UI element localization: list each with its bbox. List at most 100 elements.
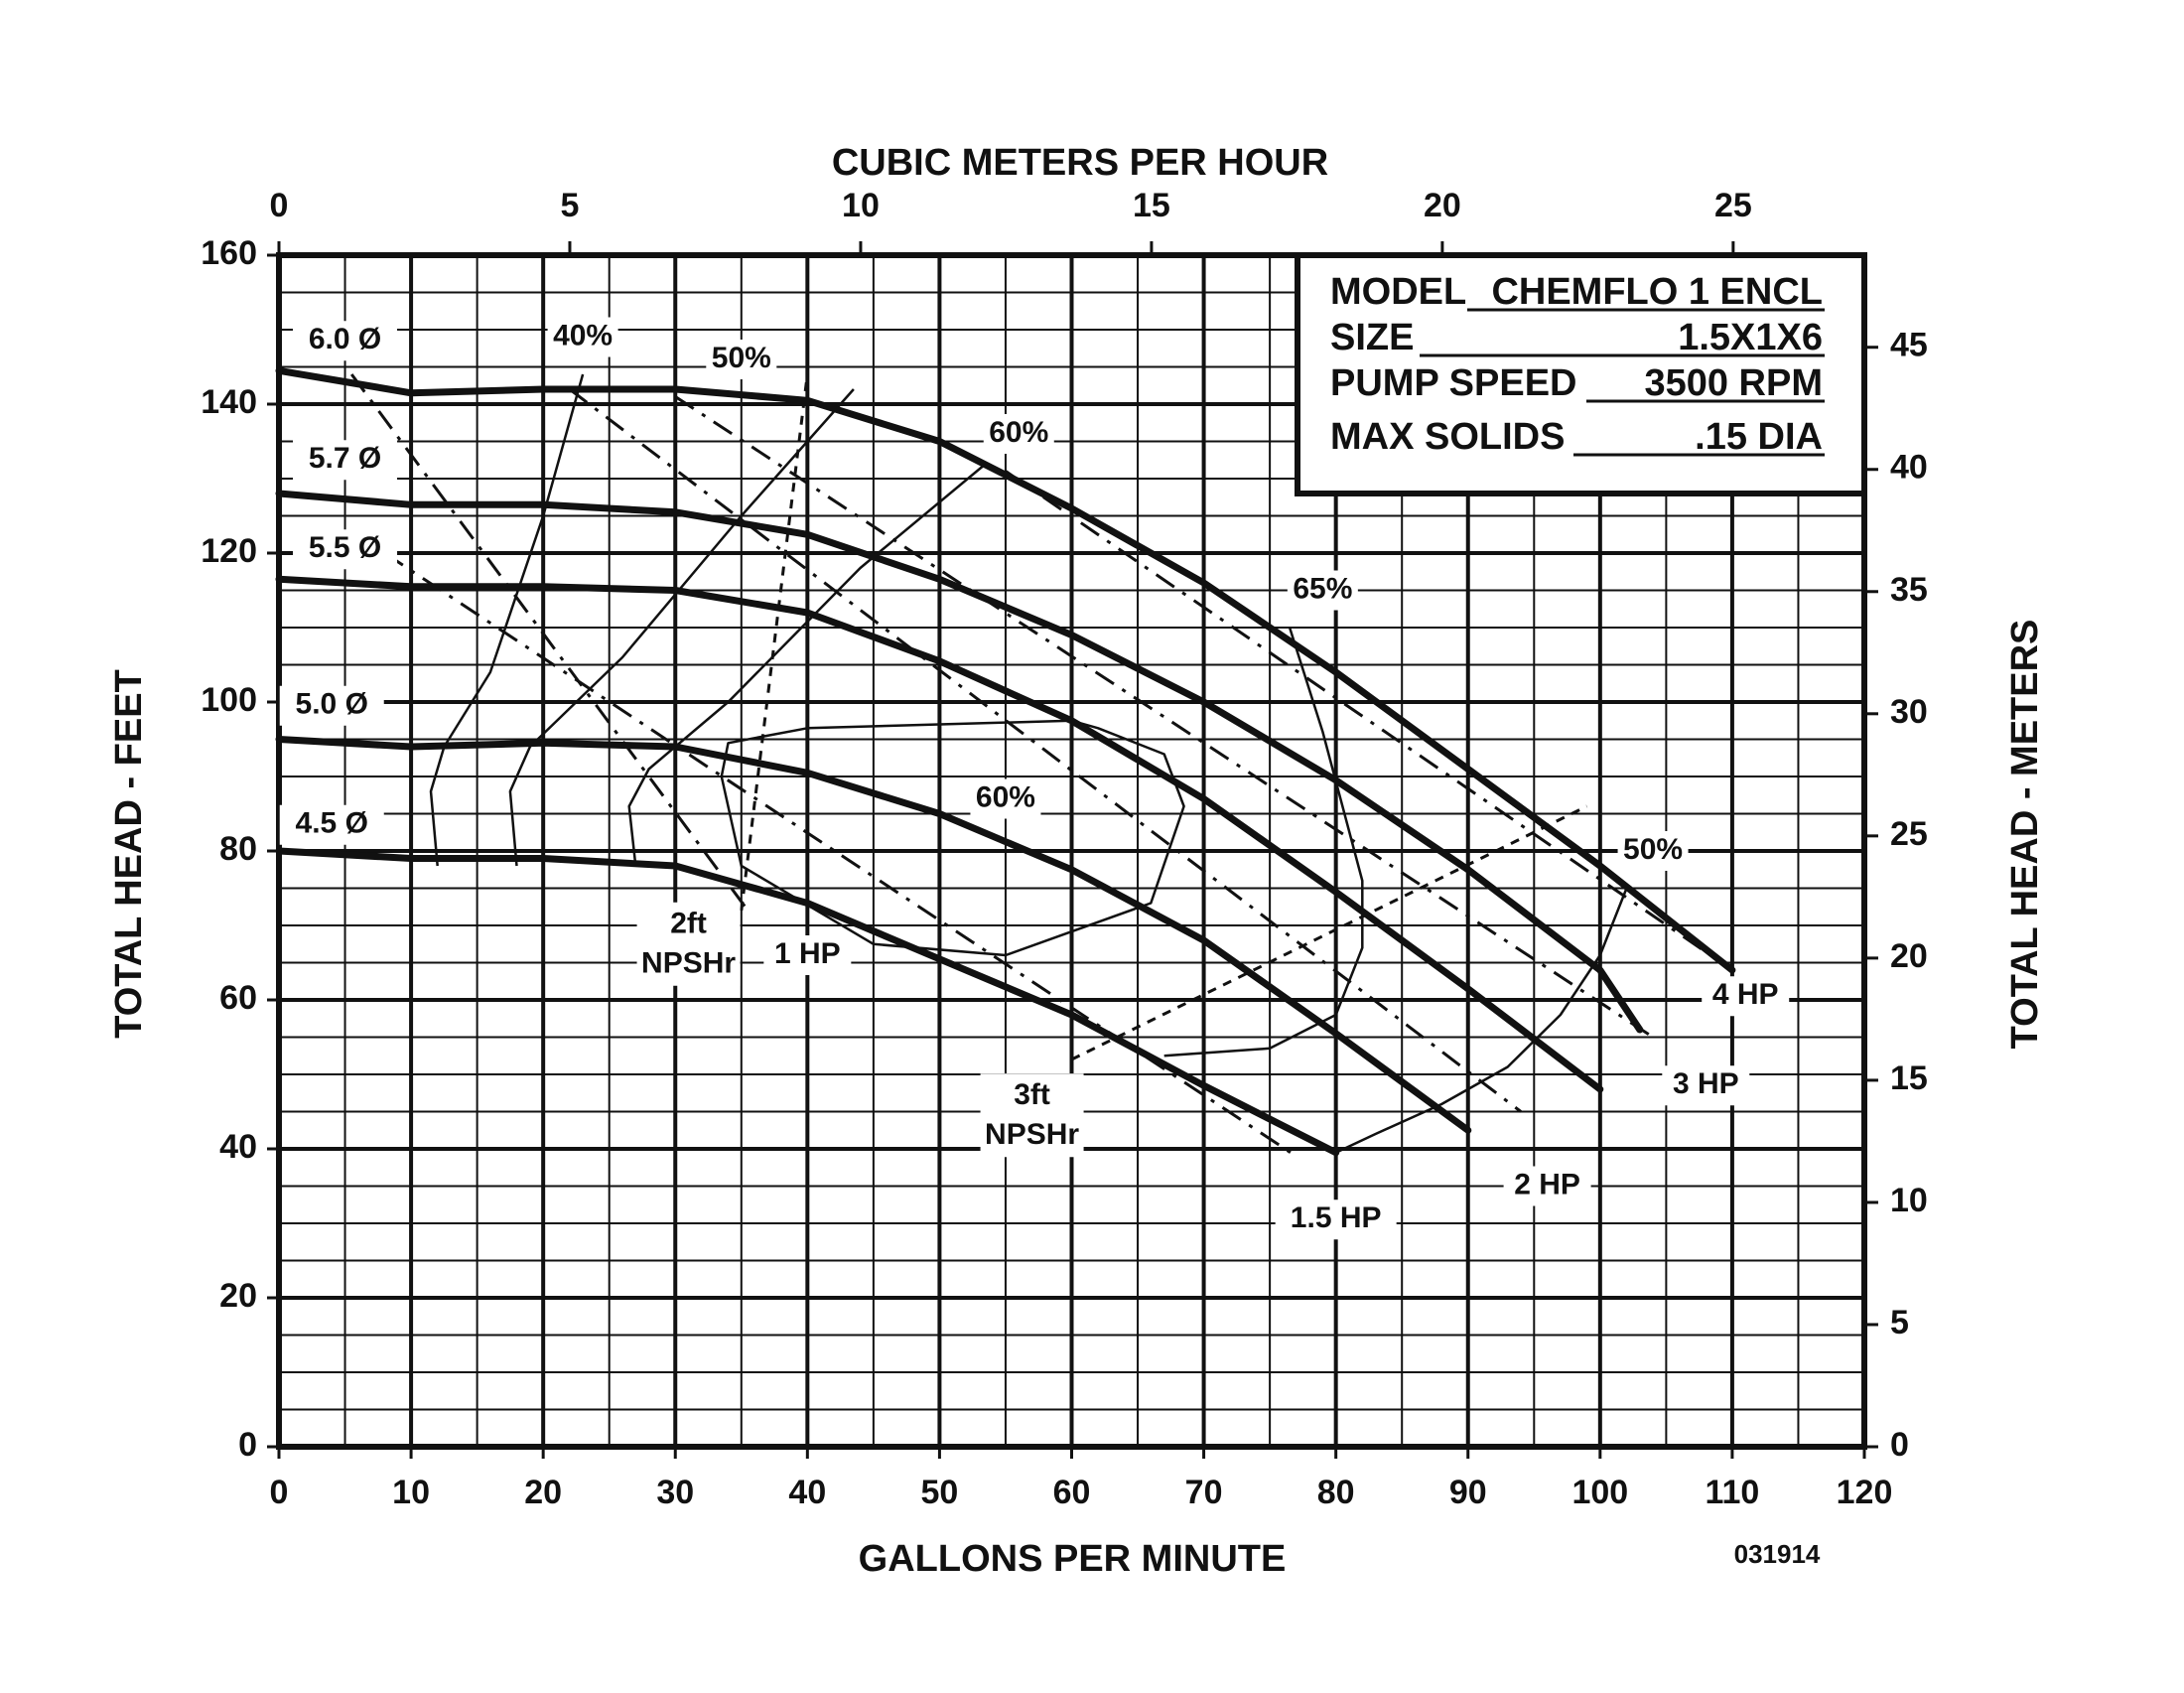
x-tick-label: 10 (392, 1474, 430, 1511)
y-tick-label: 0 (238, 1426, 257, 1464)
x2-tick-label: 25 (1714, 187, 1752, 224)
y2-tick-label: 0 (1890, 1426, 1909, 1464)
size-label: SIZE (1330, 317, 1414, 358)
npsh-label-bg (980, 1073, 1084, 1158)
hp-label: 2 HP (1514, 1168, 1580, 1200)
x-tick-label: 40 (788, 1474, 826, 1511)
y-tick-label: 100 (201, 681, 257, 719)
efficiency-label-bg (983, 414, 1054, 454)
efficiency-label-bg (706, 340, 777, 379)
efficiency-label: 60% (989, 416, 1048, 449)
y2-tick-label: 30 (1890, 693, 1928, 731)
x-axis-title: GALLONS PER MINUTE (859, 1538, 1287, 1580)
hp-label-bg (1503, 1166, 1591, 1206)
npsh-label-group: 2ft NPSHr (636, 902, 741, 986)
x-tick-label: 120 (1837, 1474, 1893, 1511)
hp-line (1005, 470, 1733, 972)
diameter-label: 5.0 Ø (296, 688, 368, 721)
head-curve (275, 575, 1604, 1093)
npsh-label-bg (636, 902, 741, 986)
hp-label-group: 1.5 HP (1275, 1199, 1397, 1240)
diameter-label-group: 5.0 Ø (279, 685, 384, 726)
diameter-label: 5.7 Ø (309, 442, 381, 475)
diameter-label-bg (279, 804, 384, 845)
diameter-label-group: 5.7 Ø (293, 440, 398, 481)
x-tick-label: 0 (270, 1474, 289, 1511)
hp-line (568, 387, 1522, 1113)
hp-label: 1 HP (774, 937, 841, 970)
npsh-line (740, 373, 809, 912)
diameter-label-bg (293, 440, 398, 481)
npsh-label-line2: NPSHr (641, 947, 736, 980)
solids-label: MAX SOLIDS (1330, 416, 1565, 458)
efficiency-label-bg (547, 317, 618, 357)
head-curve (275, 490, 1644, 1034)
grid-layer (279, 255, 1864, 1447)
hp-label-group: 4 HP (1702, 976, 1790, 1017)
hp-line (349, 373, 750, 912)
head-curve (275, 847, 1340, 1157)
npsh-label-line2: NPSHr (985, 1118, 1079, 1151)
x2-tick-label: 10 (842, 187, 880, 224)
npsh-label-group: 3ft NPSHr (980, 1073, 1084, 1158)
x-tick-label: 100 (1571, 1474, 1628, 1511)
y-tick-label: 40 (219, 1128, 257, 1166)
x-tick-label: 20 (524, 1474, 562, 1511)
x-tick-label: 30 (656, 1474, 694, 1511)
hp-label-bg (1275, 1199, 1397, 1240)
efficiency-label: 50% (712, 342, 771, 374)
efficiency-label: 65% (1293, 572, 1352, 605)
efficiency-label: 50% (1623, 833, 1683, 866)
efficiency-label-group: 60% (970, 778, 1041, 819)
x-tick-label: 110 (1705, 1474, 1759, 1511)
y-tick-label: 120 (201, 532, 257, 570)
diameter-label-bg (279, 685, 384, 726)
x2-tick-label: 0 (270, 187, 289, 224)
efficiency-curve (1335, 888, 1628, 1154)
speed-label: PUMP SPEED (1330, 362, 1576, 404)
diameter-label: 5.5 Ø (309, 531, 381, 564)
hp-label-group: 2 HP (1503, 1166, 1591, 1206)
efficiency-label-group: 40% (547, 317, 618, 357)
efficiency-label: 60% (976, 780, 1035, 813)
efficiency-curve (1163, 627, 1364, 1058)
hp-line (674, 395, 1654, 1039)
y2-tick-label: 35 (1890, 571, 1928, 609)
y2-tick-label: 5 (1890, 1304, 1909, 1341)
hp-label: 1.5 HP (1291, 1201, 1382, 1234)
x-tick-label: 50 (921, 1474, 959, 1511)
labels-layer: 6.0 Ø 5.7 Ø 5.5 Ø 5.0 Ø 4.5 Ø 40% 50% 60% 65% 60%… (279, 317, 1790, 1240)
efficiency-label-bg (1617, 831, 1689, 871)
npsh-line (1070, 804, 1588, 1061)
npsh-label-line1: 2ft (670, 908, 707, 940)
efficiency-curve (429, 373, 585, 867)
y-tick-label: 140 (201, 383, 257, 421)
x2-tick-label: 15 (1133, 187, 1170, 224)
efficiency-label-bg (970, 778, 1041, 819)
diameter-label-bg (293, 529, 398, 570)
y-tick-label: 160 (201, 234, 257, 272)
efficiency-label-group: 50% (706, 340, 777, 379)
series-layer (275, 366, 1736, 1158)
model-label: MODEL (1330, 271, 1466, 313)
x2-tick-label: 5 (561, 187, 580, 224)
model-value: CHEMFLO 1 ENCL (1491, 271, 1823, 313)
info-box: MODEL CHEMFLO 1 ENCL SIZE 1.5X1X6 PUMP S… (1295, 252, 1867, 496)
doc-code: 031914 (1734, 1539, 1821, 1569)
size-value: 1.5X1X6 (1678, 317, 1823, 358)
x-tick-label: 60 (1053, 1474, 1091, 1511)
y2-axis-title: TOTAL HEAD - METERS (2004, 620, 2046, 1050)
head-curve (275, 736, 1472, 1134)
diameter-label-group: 6.0 Ø (293, 321, 398, 361)
efficiency-label-bg (1287, 570, 1358, 611)
hp-label-group: 3 HP (1662, 1065, 1750, 1106)
x-tick-label: 70 (1185, 1474, 1223, 1511)
y-axis-title: TOTAL HEAD - FEET (108, 669, 150, 1039)
x2-axis-title: CUBIC METERS PER HOUR (832, 142, 1328, 184)
x2-tick-label: 20 (1424, 187, 1461, 224)
efficiency-label: 40% (553, 319, 613, 352)
y-tick-label: 20 (219, 1277, 257, 1315)
y-tick-label: 80 (219, 830, 257, 868)
